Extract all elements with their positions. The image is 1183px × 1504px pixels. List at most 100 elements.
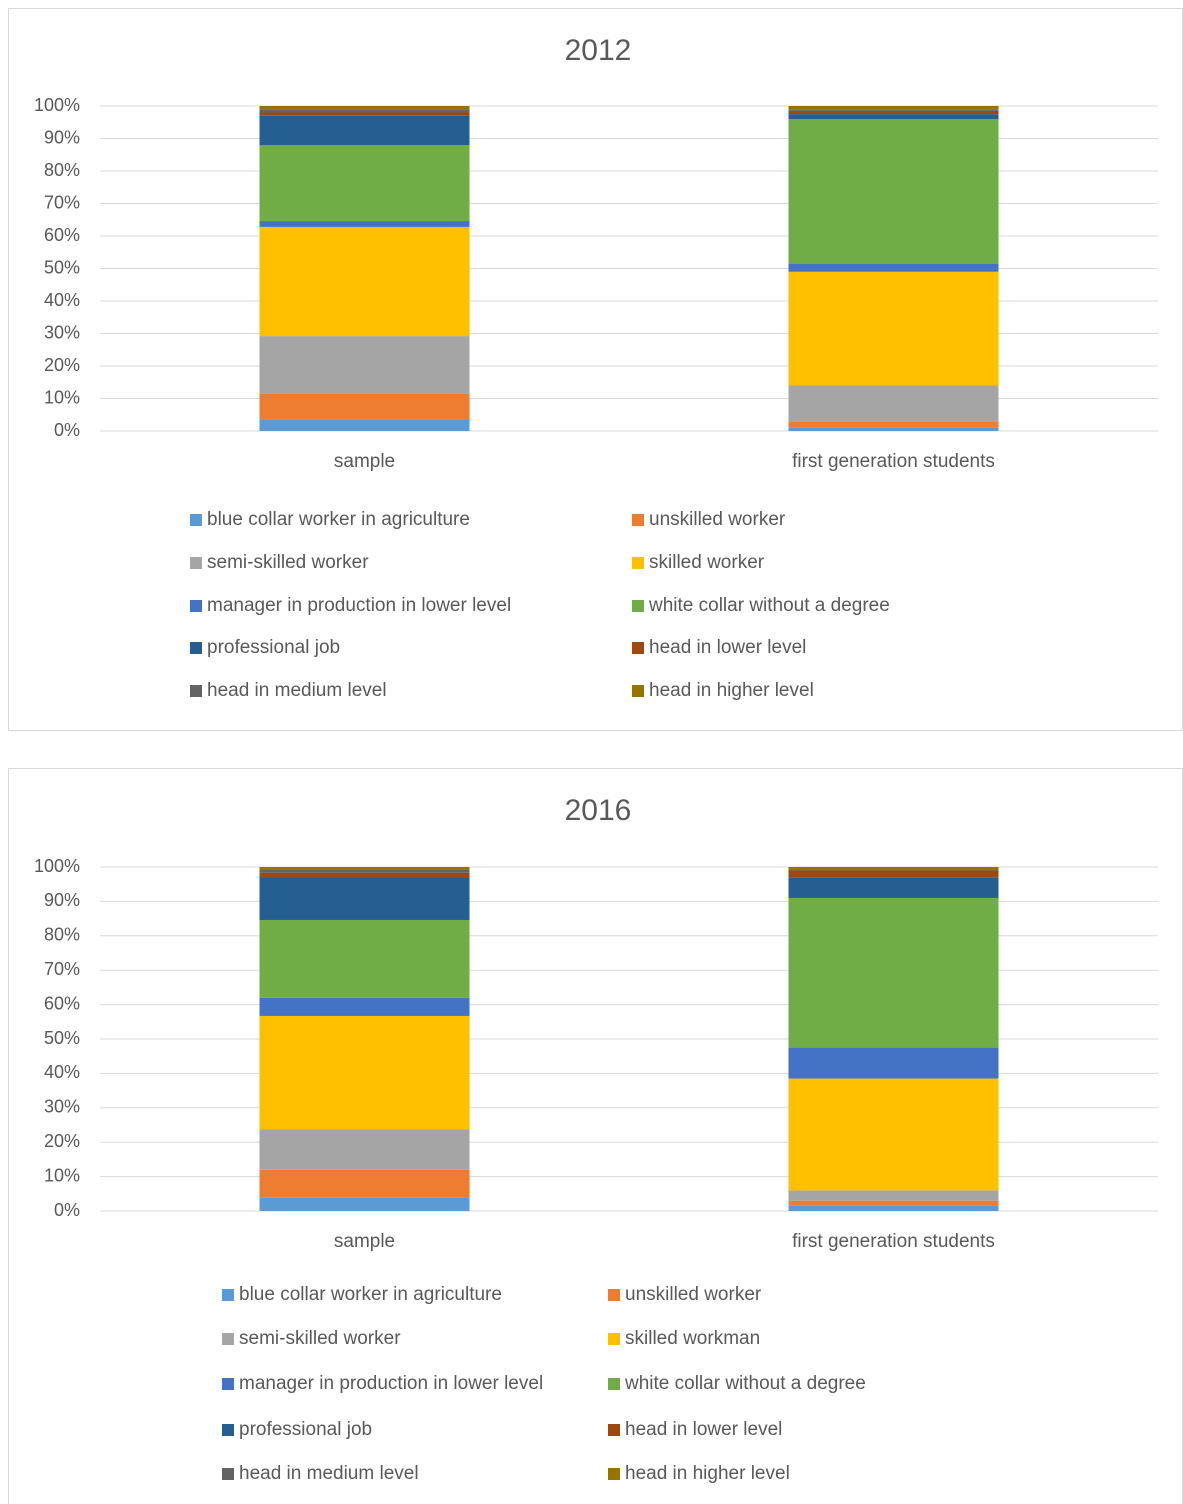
bar-segment — [259, 115, 470, 145]
y-tick-label: 50% — [44, 257, 80, 277]
legend-label: unskilled worker — [649, 509, 786, 530]
legend-label: manager in production in lower level — [239, 1373, 543, 1394]
bar-segment — [259, 867, 470, 870]
bar-segment — [788, 897, 999, 1048]
bar-segment — [788, 1190, 999, 1201]
legend-label: professional job — [207, 637, 340, 658]
bar-segment — [259, 112, 470, 116]
y-tick-label: 80% — [44, 925, 80, 945]
bar-segment — [259, 145, 470, 222]
bar-segment — [259, 419, 470, 431]
legend-swatch — [190, 514, 202, 526]
legend-label: blue collar worker in agriculture — [207, 509, 470, 530]
chart-frame — [8, 8, 1183, 731]
legend-label: skilled worker — [649, 552, 765, 573]
chart-frame — [8, 768, 1183, 1504]
x-tick-label: first generation students — [792, 451, 995, 472]
legend-swatch — [608, 1424, 620, 1436]
legend-swatch — [190, 685, 202, 697]
bar-segment — [259, 336, 470, 394]
bar-segment — [259, 226, 470, 337]
bar-segment — [259, 221, 470, 227]
legend-swatch — [608, 1378, 620, 1390]
y-tick-label: 30% — [44, 1097, 80, 1117]
legend-label: head in medium level — [239, 1463, 419, 1484]
legend-label: head in medium level — [207, 680, 387, 701]
y-tick-label: 70% — [44, 192, 80, 212]
bar-segment — [259, 869, 470, 873]
bar-segment — [259, 106, 470, 110]
legend-swatch — [632, 557, 644, 569]
bar-segment — [259, 1015, 470, 1130]
y-tick-label: 90% — [44, 127, 80, 147]
bar-segment — [788, 106, 999, 110]
y-tick-label: 30% — [44, 322, 80, 342]
y-tick-label: 90% — [44, 890, 80, 910]
y-tick-label: 40% — [44, 290, 80, 310]
y-tick-label: 0% — [54, 420, 80, 440]
y-tick-label: 70% — [44, 959, 80, 979]
y-tick-label: 20% — [44, 355, 80, 375]
legend-label: unskilled worker — [625, 1284, 762, 1305]
bar-segment — [788, 271, 999, 386]
y-tick-label: 50% — [44, 1028, 80, 1048]
bar-segment — [259, 878, 470, 920]
y-tick-label: 60% — [44, 993, 80, 1013]
legend-label: manager in production in lower level — [207, 595, 511, 616]
bar-segment — [788, 114, 999, 119]
chart-title: 2016 — [565, 794, 632, 827]
legend-label: semi-skilled worker — [239, 1328, 401, 1349]
y-tick-label: 100% — [34, 856, 80, 876]
bar-segment — [788, 119, 999, 264]
legend-swatch — [608, 1468, 620, 1480]
legend-label: semi-skilled worker — [207, 552, 369, 573]
legend-label: head in lower level — [649, 637, 806, 658]
chart-title: 2012 — [565, 34, 632, 67]
bar-segment — [788, 109, 999, 111]
legend-swatch — [222, 1468, 234, 1480]
bar-segment — [788, 1205, 999, 1211]
legend-swatch — [222, 1289, 234, 1301]
bar-segment — [259, 393, 470, 420]
y-tick-label: 60% — [44, 225, 80, 245]
bar-segment — [788, 867, 999, 870]
legend-swatch — [190, 557, 202, 569]
y-tick-label: 10% — [44, 387, 80, 407]
x-tick-label: sample — [334, 451, 395, 472]
bar-segment — [259, 872, 470, 879]
legend-label: white collar without a degree — [624, 1373, 866, 1394]
legend-swatch — [608, 1333, 620, 1345]
x-tick-label: first generation students — [792, 1231, 995, 1252]
bar-segment — [259, 919, 470, 998]
legend-label: head in higher level — [625, 1463, 790, 1484]
bar-segment — [788, 263, 999, 272]
bar-segment — [788, 1078, 999, 1191]
bar-segment — [259, 1197, 470, 1211]
bar-segment — [788, 870, 999, 878]
bar-segment — [788, 427, 999, 431]
bar-segment — [788, 385, 999, 422]
legend-label: head in higher level — [649, 680, 814, 701]
bar-segment — [259, 997, 470, 1016]
bar-segment — [788, 1200, 999, 1206]
legend-label: blue collar worker in agriculture — [239, 1284, 502, 1305]
bar-segment — [788, 421, 999, 428]
legend-label: professional job — [239, 1419, 372, 1440]
y-tick-label: 10% — [44, 1165, 80, 1185]
legend-label: skilled workman — [625, 1328, 760, 1349]
legend-swatch — [632, 642, 644, 654]
legend-swatch — [222, 1424, 234, 1436]
bar-segment — [259, 1169, 470, 1198]
bar-segment — [788, 877, 999, 898]
legend-swatch — [608, 1289, 620, 1301]
bar-segment — [788, 869, 999, 871]
y-tick-label: 40% — [44, 1062, 80, 1082]
legend-swatch — [190, 600, 202, 612]
legend-swatch — [222, 1378, 234, 1390]
bar-segment — [259, 109, 470, 113]
y-tick-label: 100% — [34, 95, 80, 115]
bar-segment — [788, 110, 999, 115]
legend-label: white collar without a degree — [648, 595, 890, 616]
legend-swatch — [222, 1333, 234, 1345]
